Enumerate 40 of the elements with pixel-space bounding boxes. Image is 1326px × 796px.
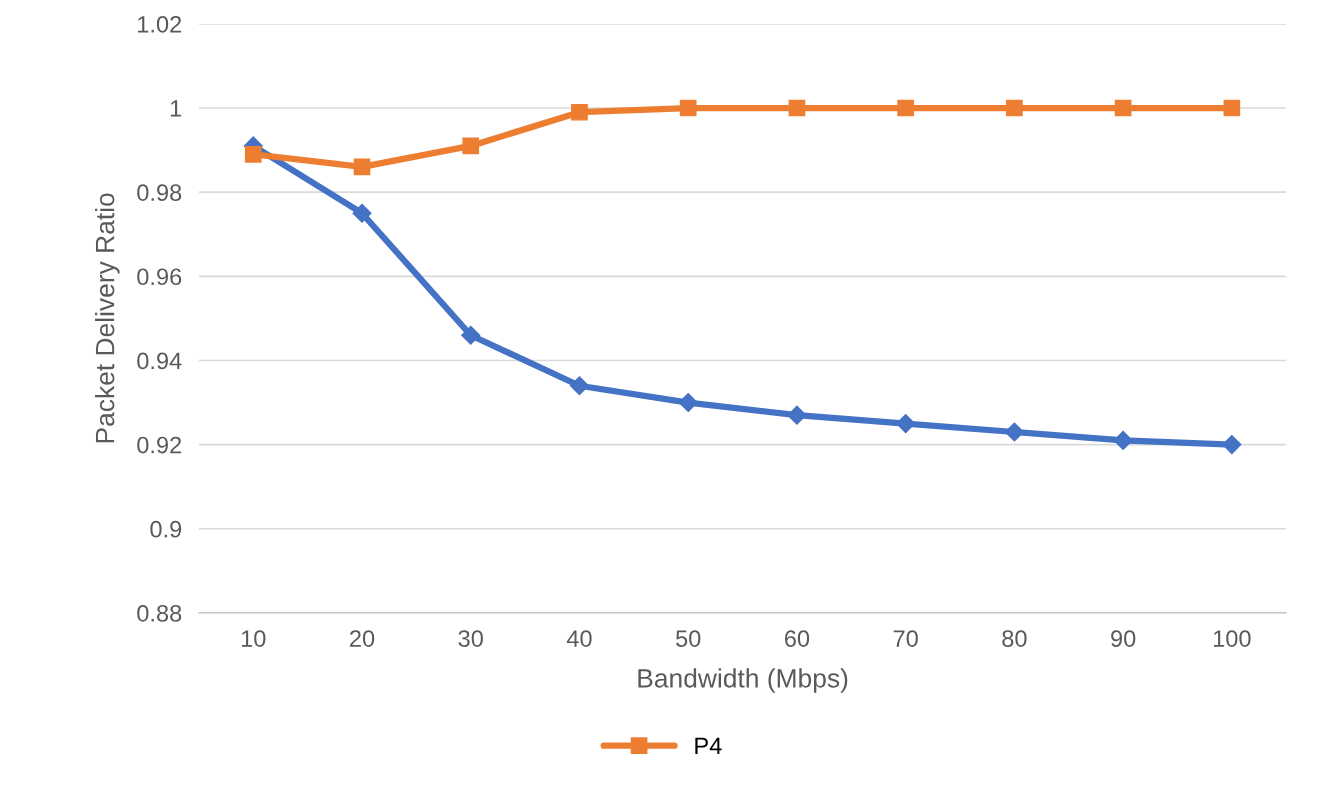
point xyxy=(1113,430,1133,450)
x-tick-label: 10 xyxy=(241,630,266,647)
y-tick-label: 1 xyxy=(170,100,182,117)
point xyxy=(678,393,698,413)
point xyxy=(1114,99,1132,117)
x-tick-label: 100 xyxy=(1213,630,1251,647)
point xyxy=(462,137,480,155)
point xyxy=(352,203,372,223)
x-axis-title: Bandwidth (Mbps) xyxy=(638,668,848,693)
y-tick-label: 0.92 xyxy=(137,436,182,454)
x-tick-label: 50 xyxy=(676,630,701,647)
point xyxy=(461,325,481,345)
point xyxy=(1004,422,1024,442)
x-tick-label: 80 xyxy=(1002,630,1027,647)
point xyxy=(896,414,916,434)
point xyxy=(679,99,697,117)
y-tick-label: 0.96 xyxy=(137,268,182,286)
y-tick-label: 0.94 xyxy=(137,352,182,370)
legend-label: P4 xyxy=(695,737,722,754)
point xyxy=(244,145,262,163)
y-tick-label: 0.88 xyxy=(137,604,182,622)
x-tick-label: 60 xyxy=(785,630,810,647)
point xyxy=(353,158,371,176)
y-axis-title: Packet Delivery Ratio xyxy=(95,193,120,443)
x-tick-label: 20 xyxy=(350,630,375,647)
point xyxy=(1006,99,1023,117)
x-tick-label: 30 xyxy=(458,630,483,647)
point xyxy=(897,99,914,117)
x-tick-label: 40 xyxy=(566,630,592,647)
point xyxy=(788,99,806,117)
point xyxy=(571,103,588,121)
x-tick-label: 90 xyxy=(1111,630,1136,647)
point xyxy=(787,405,807,425)
y-tick-label: 0.98 xyxy=(137,184,182,201)
point xyxy=(1222,435,1242,455)
x-tick-label: 70 xyxy=(893,630,918,647)
point xyxy=(569,376,589,396)
point xyxy=(1223,99,1241,117)
y-tick-label: 1.02 xyxy=(138,15,182,33)
y-tick-label: 0.9 xyxy=(150,520,182,538)
